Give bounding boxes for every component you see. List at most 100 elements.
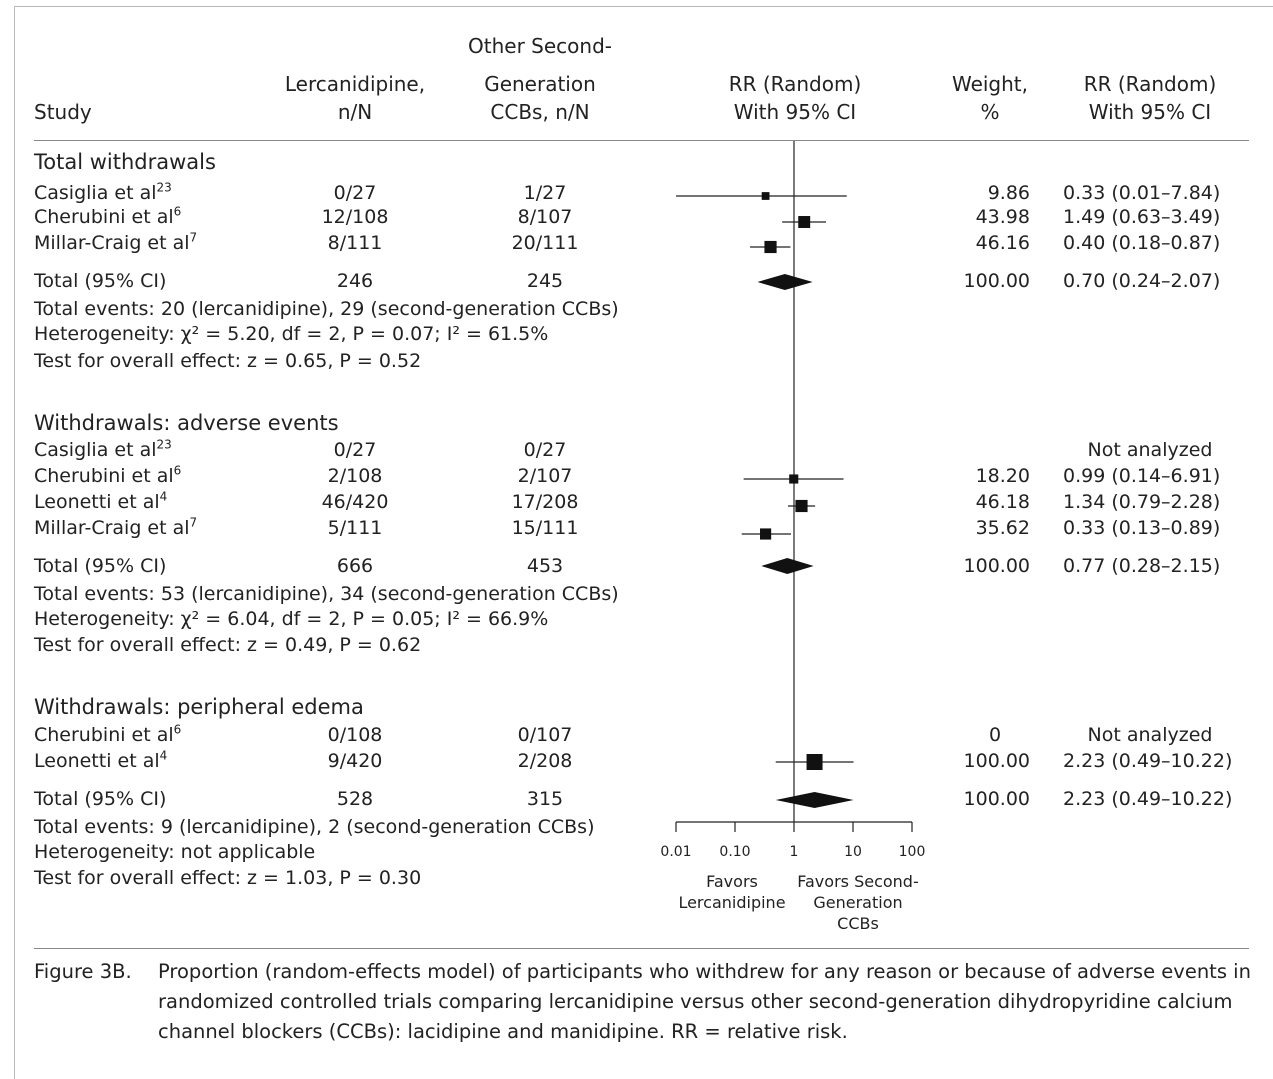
study-square	[789, 474, 799, 484]
favors-right-label: CCBs	[837, 914, 879, 933]
header-rr-line1: RR (Random)	[728, 72, 862, 96]
other-value: 20/111	[511, 232, 579, 254]
header-rr2-line1: RR (Random)	[1083, 72, 1217, 96]
study-square	[760, 528, 772, 540]
weight-value: 9.86	[987, 182, 1030, 204]
lerc-value: 2/108	[327, 465, 383, 487]
weight-value: 0	[988, 724, 1002, 746]
lerc-value: 0/108	[327, 724, 383, 746]
study-ref: 7	[189, 230, 198, 245]
other-value: 2/208	[517, 750, 573, 772]
other-value: 2/107	[517, 465, 573, 487]
study-square	[798, 216, 811, 228]
other-value: 0/107	[517, 724, 573, 746]
other-total: 315	[526, 788, 564, 810]
caption-text: Proportion (random-effects model) of par…	[158, 960, 1251, 1043]
total-events: Total events: 20 (lercanidipine), 29 (se…	[34, 298, 619, 320]
lerc-total: 528	[336, 788, 374, 810]
study-label: Millar-Craig et al	[34, 232, 190, 254]
ci-text: 0.33 (0.01–7.84)	[1063, 182, 1221, 204]
header-study: Study	[34, 100, 92, 124]
total-label: Total (95% CI)	[34, 788, 167, 810]
lerc-total: 246	[336, 270, 374, 292]
group-title: Total withdrawals	[34, 150, 216, 174]
weight-value: 100.00	[963, 750, 1030, 772]
study-label: Leonetti et al	[34, 750, 160, 772]
left-rule	[14, 6, 15, 1079]
other-value: 8/107	[517, 206, 573, 228]
weight-total: 100.00	[963, 555, 1030, 577]
other-total: 245	[526, 270, 564, 292]
study-name: Millar-Craig et al7	[34, 517, 197, 539]
figure-caption: Figure 3B. Proportion (random-effects mo…	[34, 957, 1251, 1043]
pooled-diamond	[761, 558, 814, 574]
x-tick-label: 0.01	[660, 844, 691, 860]
study-label: Cherubini et al	[34, 724, 174, 746]
plot-layer: 0.01 0.10 1 10 100 Favors Lercanidipine Favors …	[660, 141, 925, 933]
ci-text: 1.49 (0.63–3.49)	[1063, 206, 1221, 228]
header-other-line1: Other Second-	[468, 34, 612, 58]
weight-total: 100.00	[963, 788, 1030, 810]
header-lerc-line2: n/N	[337, 100, 373, 124]
x-tick-label: 0.10	[719, 844, 750, 860]
x-tick-label: 1	[790, 844, 799, 860]
pooled-diamond	[757, 274, 813, 290]
ci-text: 0.99 (0.14–6.91)	[1063, 465, 1221, 487]
study-ref: 4	[159, 489, 168, 504]
ci-total: 2.23 (0.49–10.22)	[1063, 788, 1233, 810]
study-name: Leonetti et al4	[34, 491, 167, 513]
header-weight-line2: %	[980, 100, 1000, 124]
overall-effect: Test for overall effect: z = 1.03, P = 0…	[34, 867, 422, 889]
header-rr: RR (Random) With 95% CI	[670, 72, 920, 124]
total-label: Total (95% CI)	[34, 270, 167, 292]
header-weight-line1: Weight,	[951, 72, 1029, 96]
study-label: Cherubini et al	[34, 465, 174, 487]
study-name: Cherubini et al6	[34, 465, 181, 487]
ci-text: 2.23 (0.49–10.22)	[1063, 750, 1233, 772]
ci-text: Not analyzed	[1087, 724, 1213, 746]
weight-value: 46.16	[975, 232, 1030, 254]
lerc-value: 0/27	[333, 439, 377, 461]
study-name: Cherubini et al6	[34, 724, 181, 746]
lerc-value: 0/27	[333, 182, 377, 204]
favors-right-label: Favors Second-	[797, 872, 918, 891]
lerc-value: 5/111	[327, 517, 383, 539]
ci-text: 1.34 (0.79–2.28)	[1063, 491, 1221, 513]
header-rr2: RR (Random) With 95% CI	[1045, 72, 1255, 124]
heterogeneity: Heterogeneity: χ² = 5.20, df = 2, P = 0.…	[34, 323, 549, 345]
header-lercanidipine: Lercanidipine, n/N	[240, 72, 470, 124]
weight-value: 35.62	[975, 517, 1030, 539]
study-label: Leonetti et al	[34, 491, 160, 513]
favors-left-label: Favors	[706, 872, 758, 891]
ci-text: Not analyzed	[1087, 439, 1213, 461]
header-lerc-line1: Lercanidipine,	[284, 72, 426, 96]
favors-right-label: Generation	[813, 893, 902, 912]
group-title: Withdrawals: adverse events	[34, 411, 339, 435]
ci-total: 0.77 (0.28–2.15)	[1063, 555, 1221, 577]
study-ref: 6	[173, 463, 182, 478]
caption-label: Figure 3B.	[34, 960, 132, 983]
bottom-rule	[34, 948, 1249, 949]
total-label: Total (95% CI)	[34, 555, 167, 577]
study-label: Millar-Craig et al	[34, 517, 190, 539]
x-tick-label: 10	[844, 844, 862, 860]
study-name: Casiglia et al23	[34, 439, 172, 461]
study-square	[764, 240, 777, 254]
top-rule	[14, 6, 1273, 7]
header-other-line3: CCBs, n/N	[490, 100, 590, 124]
lerc-value: 8/111	[327, 232, 383, 254]
study-label: Casiglia et al	[34, 439, 157, 461]
ci-text: 0.33 (0.13–0.89)	[1063, 517, 1221, 539]
favors-left-label: Lercanidipine	[678, 893, 785, 912]
header-rr2-line2: With 95% CI	[1088, 100, 1212, 124]
overall-effect: Test for overall effect: z = 0.65, P = 0…	[34, 350, 422, 372]
study-ref: 23	[156, 437, 172, 452]
study-ref: 23	[156, 180, 172, 195]
heterogeneity: Heterogeneity: χ² = 6.04, df = 2, P = 0.…	[34, 608, 549, 630]
study-square	[795, 499, 808, 513]
study-name: Leonetti et al4	[34, 750, 167, 772]
overall-effect: Test for overall effect: z = 0.49, P = 0…	[34, 634, 422, 656]
header-rule	[34, 140, 1249, 141]
header-weight: Weight, %	[930, 72, 1050, 124]
study-ref: 7	[189, 515, 198, 530]
